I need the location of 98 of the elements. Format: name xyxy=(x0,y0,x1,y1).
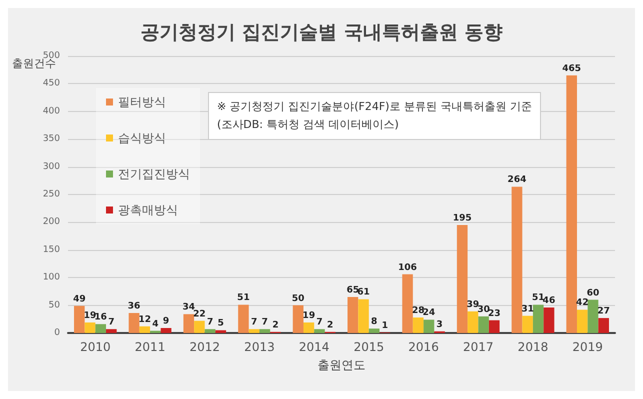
y-tick-label: 0 xyxy=(54,328,60,338)
legend-label: 전기집진방식 xyxy=(118,167,190,181)
bar xyxy=(412,317,424,333)
data-label: 106 xyxy=(398,262,417,273)
legend-label: 습식방식 xyxy=(118,131,166,145)
bar xyxy=(598,318,609,333)
data-label: 7 xyxy=(108,318,114,328)
data-label: 7 xyxy=(262,318,268,328)
bar xyxy=(348,296,358,333)
bar xyxy=(588,300,598,333)
bar xyxy=(95,324,106,333)
bar xyxy=(128,313,140,333)
bar xyxy=(368,328,380,333)
bar xyxy=(292,305,304,333)
chart-title: 공기청정기 집진기술별 국내특허출원 동향 xyxy=(140,22,502,44)
x-tick-label: 2011 xyxy=(134,340,166,354)
bar xyxy=(522,316,533,333)
data-label: 49 xyxy=(73,294,86,304)
bar xyxy=(160,328,172,333)
x-tick-label: 2019 xyxy=(572,340,603,354)
y-tick-label: 250 xyxy=(42,190,60,200)
data-label: 7 xyxy=(316,318,323,328)
y-tick-label: 100 xyxy=(42,272,60,283)
bar xyxy=(456,224,468,333)
bar xyxy=(566,75,577,333)
bar xyxy=(238,304,249,333)
data-label: 1 xyxy=(382,320,388,331)
x-tick-label: 2018 xyxy=(518,340,548,354)
data-label: 16 xyxy=(94,312,107,323)
data-label: 19 xyxy=(302,310,316,321)
y-tick-label: 400 xyxy=(42,106,60,116)
bar xyxy=(424,320,434,333)
data-label: 4 xyxy=(152,319,159,330)
bar xyxy=(84,322,96,333)
y-tick-label: 450 xyxy=(42,78,60,89)
data-label: 19 xyxy=(84,310,96,321)
data-label: 7 xyxy=(250,318,258,328)
y-tick-label: 200 xyxy=(42,217,60,228)
annotation: ※ 공기청정기 집진기술분야(F24F)로 분류된 국내특허출원 기준 xyxy=(217,99,532,115)
bar xyxy=(215,330,226,333)
y-tick-label: 50 xyxy=(48,300,60,310)
x-tick-label: 2017 xyxy=(462,340,494,354)
bar xyxy=(204,329,216,333)
bar xyxy=(183,314,194,333)
bar xyxy=(532,304,544,333)
data-label: 65 xyxy=(346,285,360,296)
data-label: 3 xyxy=(436,320,443,330)
x-tick-label: 2015 xyxy=(354,340,384,354)
bar xyxy=(303,322,314,333)
bar xyxy=(194,320,205,333)
y-tick-label: 150 xyxy=(42,244,60,255)
y-tick-label: 300 xyxy=(42,162,60,172)
data-label: 24 xyxy=(422,308,436,318)
data-label: 2 xyxy=(272,320,279,330)
annotation: (조사DB: 특허청 검색 데이터베이스) xyxy=(217,117,400,133)
data-label: 5 xyxy=(218,318,224,329)
data-label: 30 xyxy=(477,304,490,315)
data-label: 50 xyxy=(292,294,304,304)
data-label: 34 xyxy=(182,302,196,313)
data-label: 7 xyxy=(206,318,214,328)
x-tick-label: 2010 xyxy=(80,340,111,354)
legend-label: 필터방식 xyxy=(118,95,166,109)
x-tick-label: 2016 xyxy=(408,340,439,354)
bar xyxy=(259,329,270,333)
data-label: 51 xyxy=(237,293,250,304)
x-axis-title: 출원연도 xyxy=(318,358,366,372)
bar xyxy=(468,311,478,333)
legend-label: 광촉매방식 xyxy=(118,203,178,217)
data-label: 9 xyxy=(162,316,170,327)
y-axis-title: 출원건수 xyxy=(12,57,56,70)
bar xyxy=(478,316,489,333)
bar xyxy=(512,186,522,333)
x-tick-label: 2014 xyxy=(298,340,330,354)
bar xyxy=(488,320,500,333)
data-label: 12 xyxy=(138,314,151,325)
data-label: 2 xyxy=(327,320,334,330)
data-label: 264 xyxy=(508,175,526,186)
bar xyxy=(139,326,150,333)
bar xyxy=(248,329,260,333)
bar xyxy=(576,310,588,333)
bar xyxy=(544,308,554,333)
bar xyxy=(358,299,369,333)
data-label: 60 xyxy=(586,288,600,298)
data-label: 27 xyxy=(597,306,610,317)
data-label: 36 xyxy=(128,302,140,312)
bar xyxy=(106,329,117,333)
x-tick-label: 2013 xyxy=(244,340,275,354)
bar xyxy=(402,274,413,333)
data-label: 46 xyxy=(542,296,556,306)
bar xyxy=(74,306,85,333)
data-label: 465 xyxy=(562,64,582,74)
data-label: 22 xyxy=(193,309,206,320)
y-tick-label: 350 xyxy=(42,134,60,144)
bar xyxy=(314,329,325,333)
x-tick-label: 2012 xyxy=(189,340,220,354)
data-label: 61 xyxy=(357,288,370,298)
data-label: 8 xyxy=(371,317,378,328)
data-label: 195 xyxy=(452,213,472,224)
